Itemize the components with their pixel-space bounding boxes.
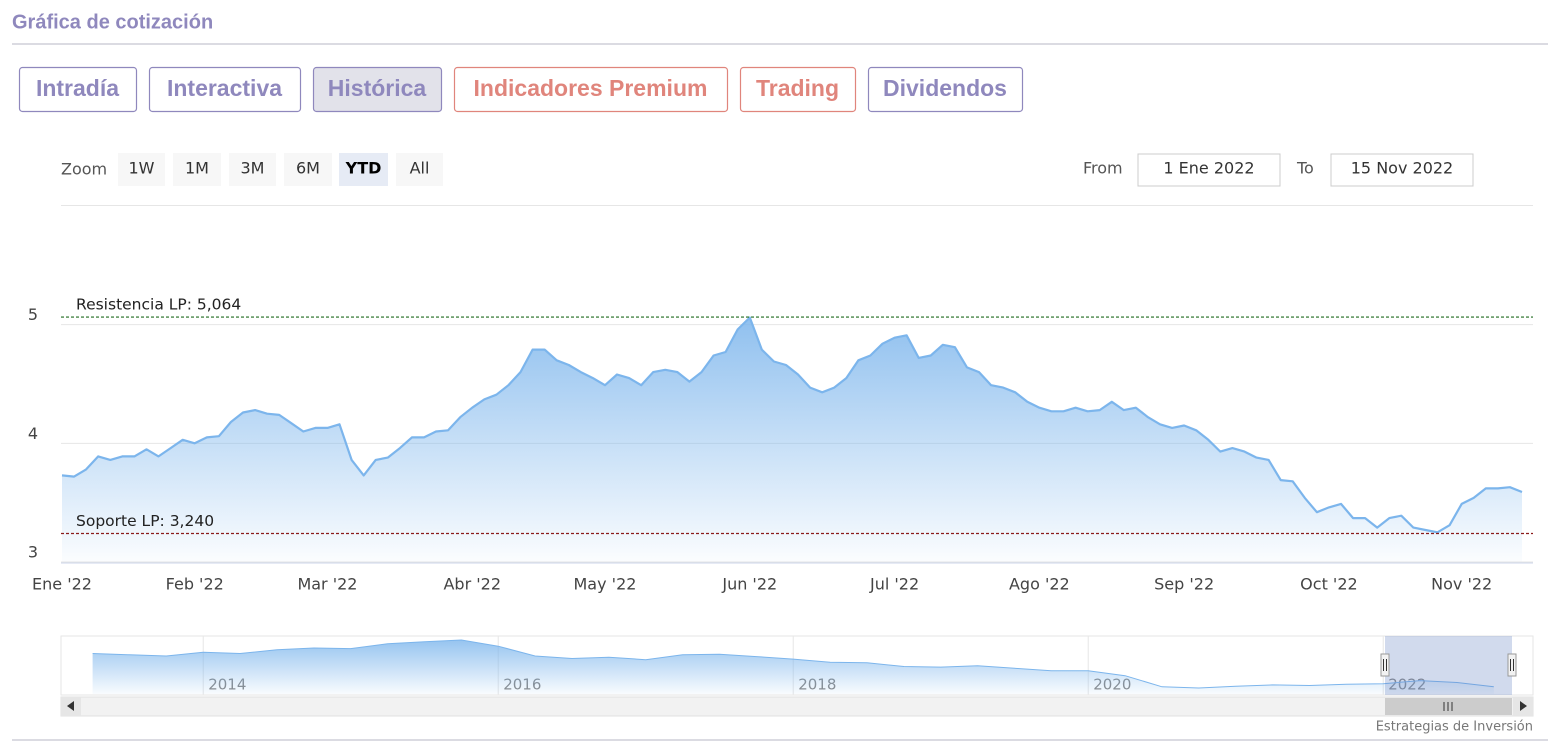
zoom-button[interactable]: 1M	[173, 153, 221, 186]
tab-box[interactable]	[739, 66, 857, 113]
zoom-label: Zoom	[61, 160, 107, 179]
scrollbar[interactable]	[60, 696, 1534, 717]
scroll-grip	[1443, 702, 1453, 711]
tab-box[interactable]	[312, 66, 443, 113]
x-tick-label: Jun '22	[721, 575, 777, 594]
zoom-button-box[interactable]	[229, 153, 276, 186]
from-value[interactable]: 1 Ene 2022	[1163, 159, 1254, 178]
navigator-handle[interactable]	[1380, 653, 1390, 677]
x-tick-label: Ago '22	[1009, 575, 1070, 594]
tab[interactable]: Histórica	[312, 66, 443, 113]
tab-bar: Intradía Interactiva Histórica Indicadores …	[18, 66, 1024, 113]
scrollbar-track[interactable]	[60, 696, 1534, 717]
tab[interactable]: Indicadores Premium	[453, 66, 729, 113]
zoom-button-label[interactable]: 1M	[185, 159, 209, 178]
x-tick-label: Jul '22	[869, 575, 919, 594]
navigator: 20142016201820202022	[60, 635, 1534, 696]
navigator-handle[interactable]	[1507, 653, 1517, 677]
tab-label[interactable]: Intradía	[36, 75, 119, 101]
zoom-button-label[interactable]: All	[410, 159, 430, 178]
x-tick-label: Oct '22	[1300, 575, 1358, 594]
zoom-button-box[interactable]	[118, 153, 165, 186]
range-selector: Zoom From 1 Ene 2022 To 15 Nov 2022 1W 1M…	[61, 153, 1474, 187]
zoom-button[interactable]: YTD	[339, 153, 388, 186]
plot-line-label: Resistencia LP: 5,064	[76, 296, 241, 314]
tab-label[interactable]: Histórica	[328, 75, 427, 101]
tab[interactable]: Intradía	[18, 66, 138, 113]
navigator-handle-grip	[1383, 659, 1387, 671]
tab-label[interactable]: Indicadores Premium	[474, 75, 708, 101]
to-value[interactable]: 15 Nov 2022	[1351, 159, 1453, 178]
zoom-button[interactable]: All	[396, 153, 443, 186]
zoom-button[interactable]: 3M	[229, 153, 276, 186]
tab-box[interactable]	[867, 66, 1024, 113]
tab-box[interactable]	[453, 66, 729, 113]
zoom-button-box[interactable]	[284, 153, 332, 186]
zoom-button-box[interactable]	[396, 153, 443, 186]
zoom-button[interactable]: 1W	[118, 153, 165, 186]
tab[interactable]: Trading	[739, 66, 857, 113]
x-tick-label: May '22	[574, 575, 637, 594]
zoom-button-label[interactable]: 3M	[241, 159, 265, 178]
navigator-handle-grip	[1510, 659, 1514, 671]
zoom-button[interactable]: 6M	[284, 153, 332, 186]
navigator-mask[interactable]	[1385, 636, 1512, 695]
area-fill	[62, 317, 1522, 562]
x-tick-label: Mar '22	[297, 575, 357, 594]
to-input[interactable]	[1330, 153, 1474, 187]
navigator-line	[92, 639, 1494, 689]
zoom-button-label[interactable]: 1W	[129, 159, 155, 178]
zoom-button-box[interactable]	[173, 153, 221, 186]
scroll-left-arrow	[67, 701, 74, 711]
tab-box[interactable]	[148, 66, 302, 113]
zoom-button-box[interactable]	[339, 153, 388, 186]
tab-label[interactable]: Interactiva	[167, 75, 282, 101]
navigator-area	[92, 640, 1494, 694]
tab[interactable]: Interactiva	[148, 66, 302, 113]
from-label: From	[1083, 159, 1123, 178]
zoom-button-label[interactable]: 6M	[296, 159, 320, 178]
plot-line-label: Soporte LP: 3,240	[76, 512, 214, 530]
tab-label[interactable]: Dividendos	[883, 75, 1007, 101]
tab[interactable]: Dividendos	[867, 66, 1024, 113]
scroll-right-arrow	[1520, 701, 1527, 711]
plot-area: 3 4 5 Ene '22 Feb '22 Mar '22 Abr '22 May '22 Ju…	[28, 296, 1533, 594]
y-tick-label: 5	[28, 305, 38, 324]
to-label: To	[1296, 159, 1314, 178]
x-tick-label: Sep '22	[1154, 575, 1214, 594]
credit: Estrategias de Inversión	[1376, 720, 1533, 735]
x-tick-label: Nov '22	[1431, 575, 1492, 594]
y-tick-label: 4	[28, 424, 38, 443]
page-title: Gráfica de cotización	[12, 11, 213, 33]
y-tick-label: 3	[28, 543, 38, 562]
zoom-button-label[interactable]: YTD	[345, 159, 382, 178]
tab-box[interactable]	[18, 66, 138, 113]
tab-label[interactable]: Trading	[756, 75, 839, 101]
x-tick-label: Abr '22	[443, 575, 501, 594]
x-tick-label: Ene '22	[32, 575, 92, 594]
price-line	[61, 316, 1523, 534]
from-input[interactable]	[1137, 153, 1281, 187]
x-tick-label: Feb '22	[166, 575, 224, 594]
